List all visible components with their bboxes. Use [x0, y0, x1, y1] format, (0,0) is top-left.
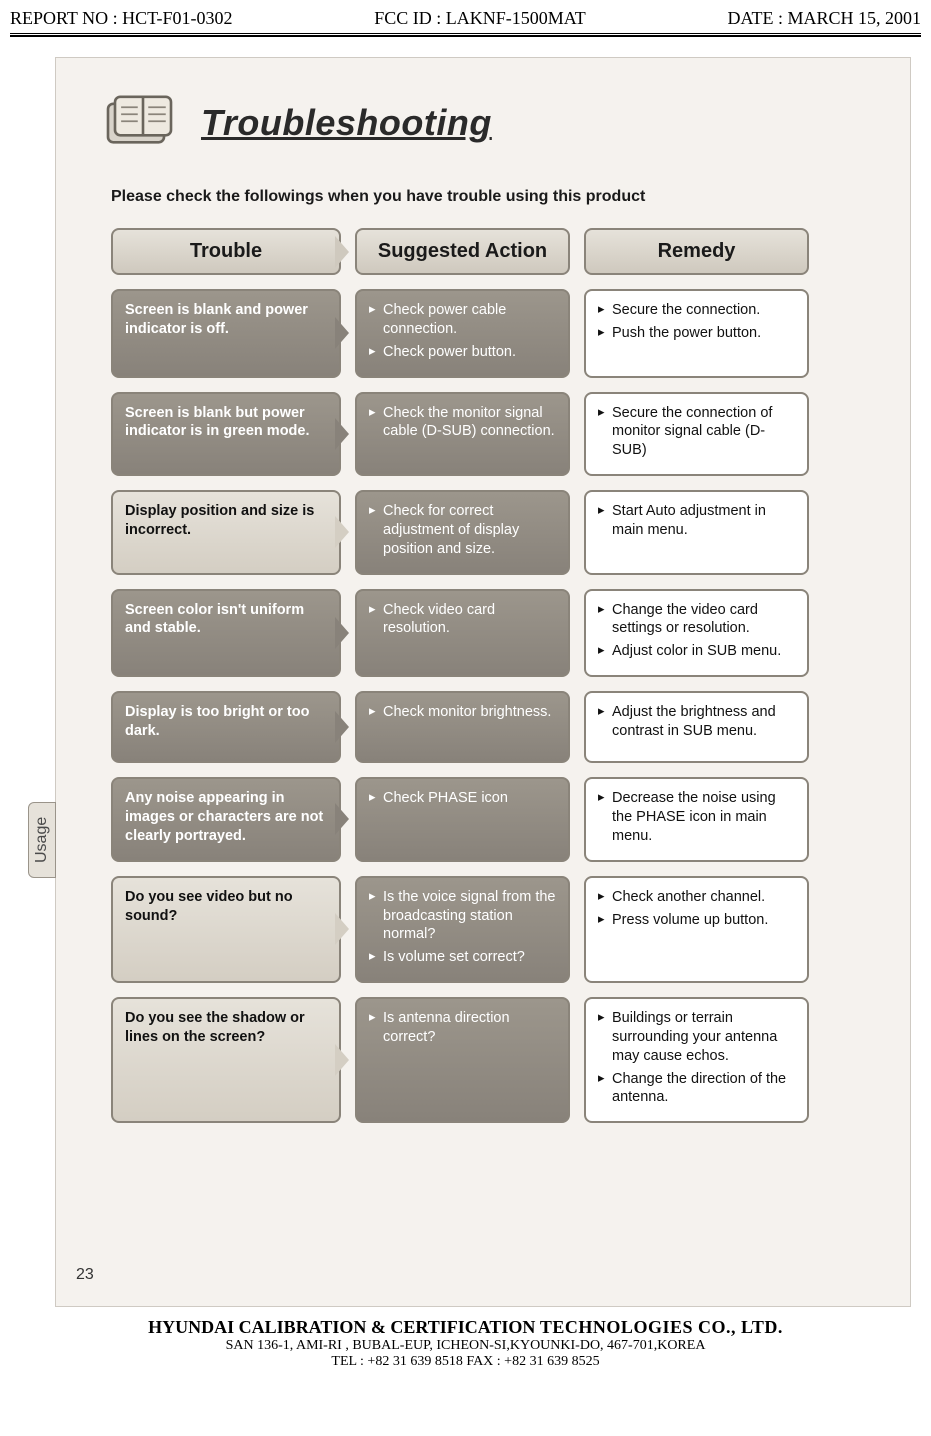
footer-company-b: TECHNOLOGIES CO., LTD.	[540, 1317, 783, 1337]
doc-date: DATE : MARCH 15, 2001	[727, 8, 921, 29]
trouble-cell: Do you see video but no sound?	[111, 876, 341, 983]
remedy-item: Change the direction of the antenna.	[598, 1070, 795, 1108]
action-cell: Is antenna direction correct?	[355, 997, 570, 1123]
remedy-item: Adjust the brightness and contrast in SU…	[598, 703, 795, 741]
remedy-item: Check another channel.	[598, 888, 795, 907]
remedy-item: Decrease the noise using the PHASE icon …	[598, 789, 795, 846]
action-cell: Check power cable connection. Check power…	[355, 289, 570, 378]
remedy-item: Adjust color in SUB menu.	[598, 642, 795, 661]
remedy-cell: Secure the connection. Push the power but…	[584, 289, 809, 378]
page-number: 23	[76, 1266, 94, 1284]
remedy-item: Secure the connection.	[598, 301, 795, 320]
remedy-item: Press volume up button.	[598, 911, 795, 930]
action-item: Check the monitor signal cable (D-SUB) c…	[369, 404, 556, 442]
action-item: Check video card resolution.	[369, 601, 556, 639]
trouble-cell: Display position and size is incorrect.	[111, 490, 341, 575]
action-cell: Check for correct adjustment of display …	[355, 490, 570, 575]
trouble-cell: Any noise appearing in images or charact…	[111, 777, 341, 862]
trouble-cell: Do you see the shadow or lines on the sc…	[111, 997, 341, 1123]
action-cell: Check video card resolution.	[355, 589, 570, 678]
page-title: Troubleshooting	[201, 102, 492, 144]
footer-company-a: HYUNDAI CALIBRATION & CERTIFICATION	[148, 1317, 540, 1337]
remedy-cell: Adjust the brightness and contrast in SU…	[584, 691, 809, 763]
remedy-item: Push the power button.	[598, 324, 795, 343]
doc-top-header: REPORT NO : HCT-F01-0302 FCC ID : LAKNF-…	[0, 0, 931, 33]
manual-book-icon	[91, 88, 181, 158]
action-cell: Check the monitor signal cable (D-SUB) c…	[355, 392, 570, 477]
remedy-item: Start Auto adjustment in main menu.	[598, 502, 795, 540]
footer-company: HYUNDAI CALIBRATION & CERTIFICATION TECH…	[0, 1317, 931, 1338]
action-cell: Is the voice signal from the broadcastin…	[355, 876, 570, 983]
section-header: Troubleshooting	[81, 88, 885, 158]
footer-address: SAN 136-1, AMI-RI , BUBAL-EUP, ICHEON-SI…	[0, 1338, 931, 1354]
action-item: Check power button.	[369, 343, 556, 362]
trouble-cell: Screen is blank but power indicator is i…	[111, 392, 341, 477]
report-no: REPORT NO : HCT-F01-0302	[10, 8, 232, 29]
action-cell: Check monitor brightness.	[355, 691, 570, 763]
side-tab-usage: Usage	[28, 802, 56, 878]
action-item: Check PHASE icon	[369, 789, 556, 808]
trouble-cell: Screen is blank and power indicator is o…	[111, 289, 341, 378]
footer-contact: TEL : +82 31 639 8518 FAX : +82 31 639 8…	[0, 1354, 931, 1370]
action-item: Is antenna direction correct?	[369, 1009, 556, 1047]
doc-footer: HYUNDAI CALIBRATION & CERTIFICATION TECH…	[0, 1317, 931, 1376]
intro-text: Please check the followings when you hav…	[111, 188, 885, 206]
remedy-cell: Buildings or terrain surrounding your an…	[584, 997, 809, 1123]
remedy-cell: Check another channel. Press volume up bu…	[584, 876, 809, 983]
remedy-item: Secure the connection of monitor signal …	[598, 404, 795, 461]
action-item: Is volume set correct?	[369, 948, 556, 967]
trouble-cell: Screen color isn't uniform and stable.	[111, 589, 341, 678]
col-header-remedy: Remedy	[584, 228, 809, 275]
action-item: Check power cable connection.	[369, 301, 556, 339]
col-header-action: Suggested Action	[355, 228, 570, 275]
trouble-cell: Display is too bright or too dark.	[111, 691, 341, 763]
divider	[10, 33, 921, 37]
remedy-cell: Start Auto adjustment in main menu.	[584, 490, 809, 575]
remedy-item: Buildings or terrain surrounding your an…	[598, 1009, 795, 1066]
troubleshoot-grid: Trouble Suggested Action Remedy Screen i…	[111, 228, 885, 1123]
remedy-cell: Decrease the noise using the PHASE icon …	[584, 777, 809, 862]
action-item: Check monitor brightness.	[369, 703, 556, 722]
col-header-trouble: Trouble	[111, 228, 341, 275]
manual-page: Usage Troubleshooting Please check the f…	[55, 57, 911, 1307]
remedy-item: Change the video card settings or resolu…	[598, 601, 795, 639]
remedy-cell: Change the video card settings or resolu…	[584, 589, 809, 678]
action-item: Check for correct adjustment of display …	[369, 502, 556, 559]
action-item: Is the voice signal from the broadcastin…	[369, 888, 556, 945]
remedy-cell: Secure the connection of monitor signal …	[584, 392, 809, 477]
action-cell: Check PHASE icon	[355, 777, 570, 862]
fcc-id: FCC ID : LAKNF-1500MAT	[374, 8, 586, 29]
